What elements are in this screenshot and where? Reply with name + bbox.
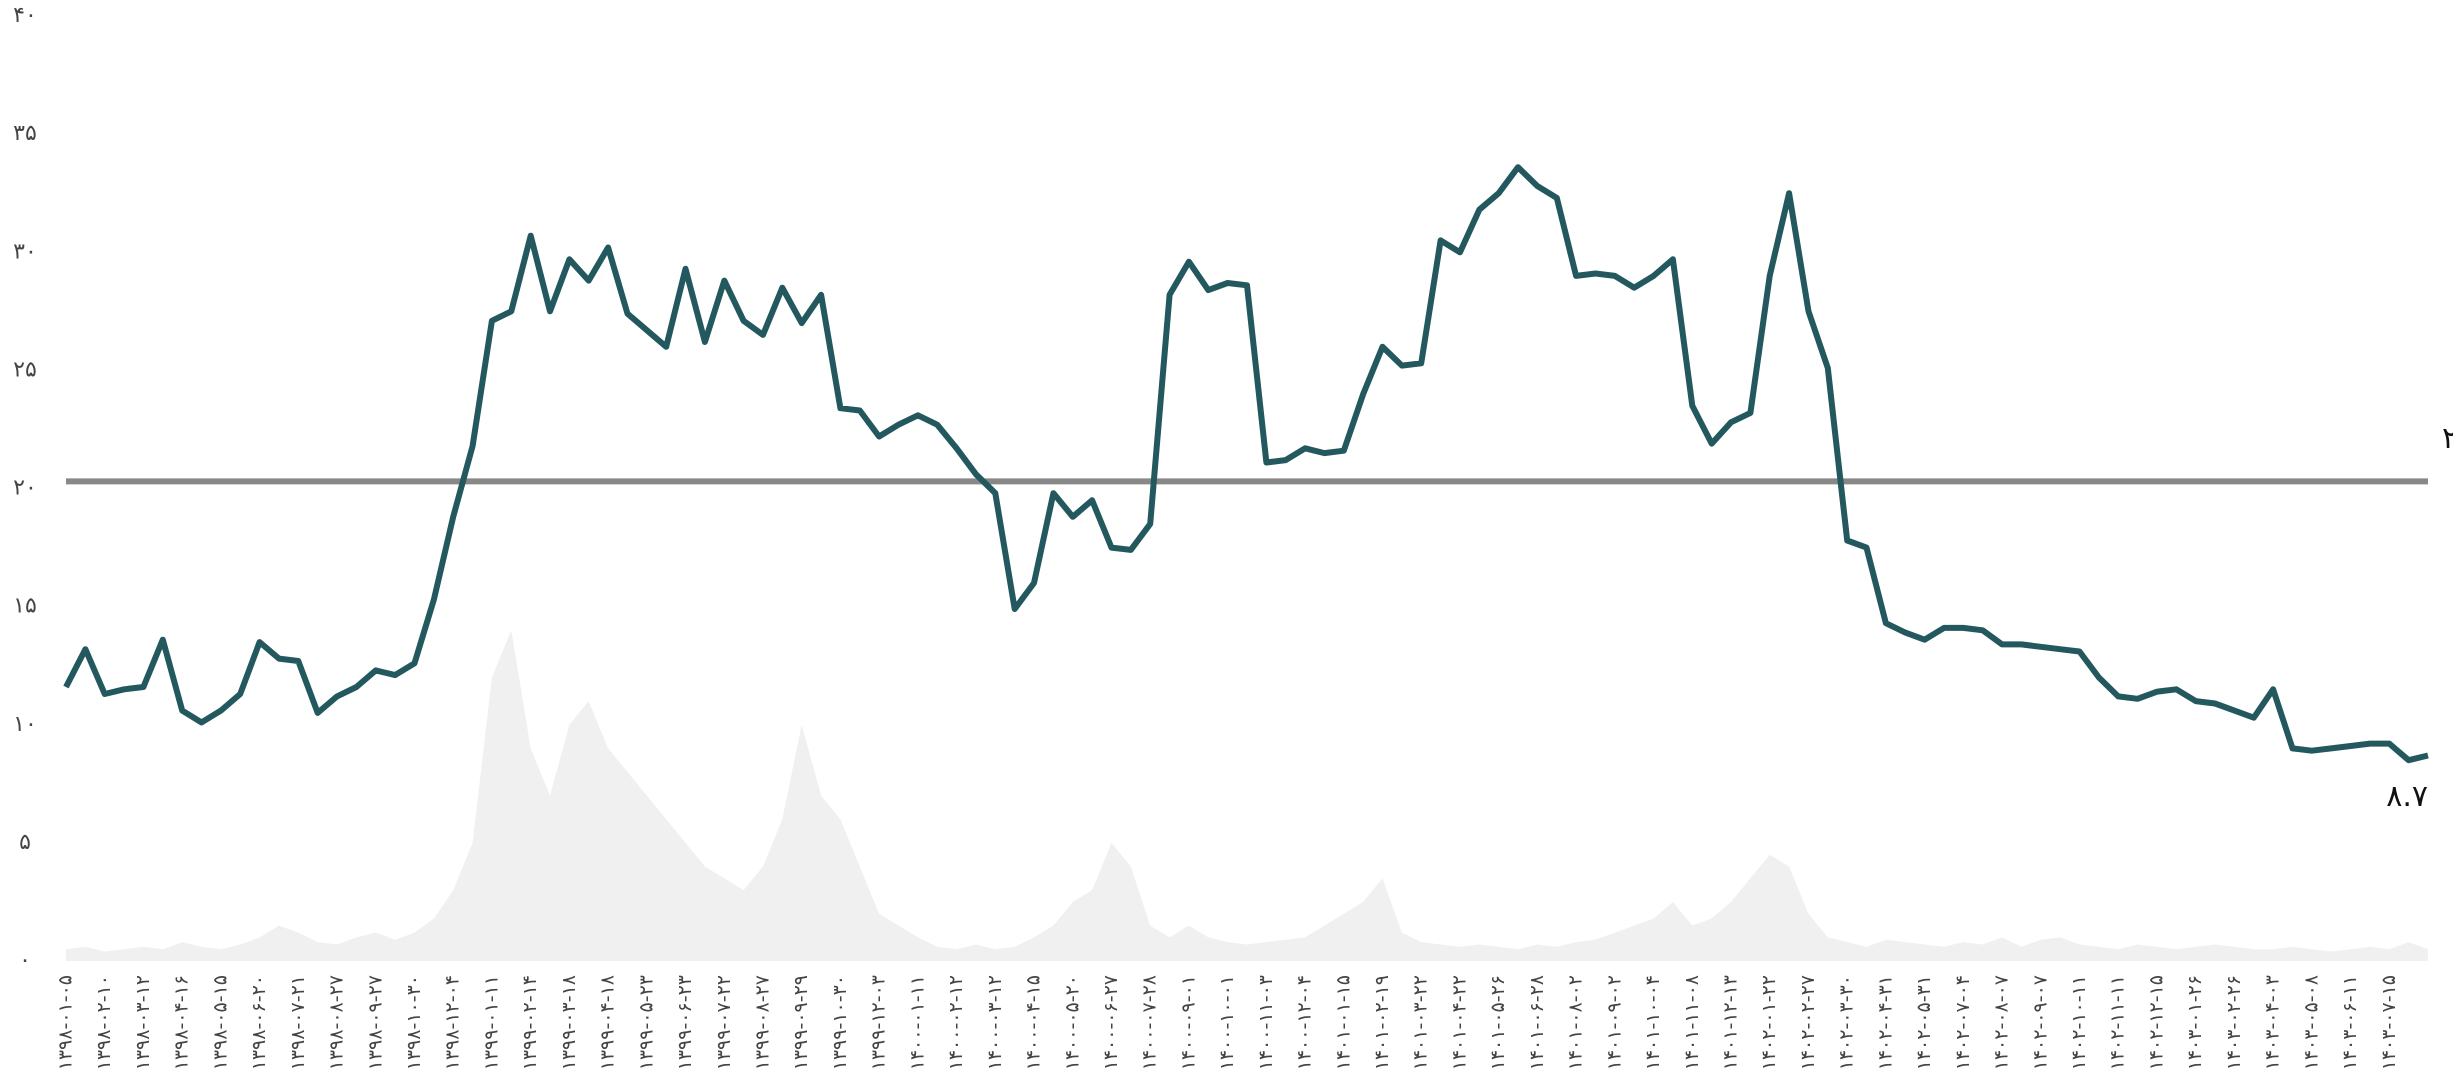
x-tick-label: ۱۴۰۳-۰۱-۲۶	[2184, 975, 2206, 1070]
x-tick-label: ۱۴۰۲-۱۲-۱۵	[2145, 975, 2167, 1070]
x-tick-label: ۱۴۰۲-۰۷-۰۴	[1952, 975, 1974, 1070]
x-tick-label: ۱۴۰۰-۰۹-۰۱	[1177, 975, 1199, 1070]
y-tick-label: ۲۵	[13, 357, 37, 382]
y-tick-label: ۱۵	[13, 594, 37, 619]
x-tick-label: ۱۴۰۱-۰۳-۲۲	[1410, 975, 1432, 1070]
x-tick-label: ۱۴۰۰-۱۰-۰۱	[1216, 975, 1238, 1070]
x-tick-label: ۱۳۹۹-۰۷-۲۲	[713, 975, 735, 1070]
x-tick-label: ۱۳۹۸-۰۵-۱۵	[209, 975, 231, 1070]
x-tick-label: ۱۳۹۸-۰۳-۱۲	[132, 975, 154, 1070]
x-tick-label: ۱۳۹۸-۰۷-۲۱	[287, 975, 309, 1070]
x-tick-label: ۱۴۰۰-۰۳-۱۲	[984, 975, 1006, 1070]
y-tick-label: ۰	[19, 948, 31, 973]
x-tick-label: ۱۴۰۰-۰۲-۱۲	[945, 975, 967, 1070]
x-tick-label: ۱۴۰۲-۱۱-۱۱	[2107, 975, 2129, 1070]
x-tick-label: ۱۴۰۰-۰۷-۲۸	[1139, 975, 1161, 1070]
x-tick-label: ۱۴۰۲-۰۴-۳۱	[1874, 975, 1896, 1070]
volume-area	[66, 630, 2428, 961]
x-tick-label: ۱۳۹۹-۱۲-۰۳	[868, 975, 890, 1070]
x-tick-label: ۱۴۰۱-۱۲-۱۳	[1720, 975, 1742, 1070]
x-tick-label: ۱۴۰۰-۱۲-۰۴	[1294, 975, 1316, 1070]
x-tick-label: ۱۳۹۸-۰۹-۲۷	[364, 975, 386, 1070]
x-tick-label: ۱۴۰۱-۰۲-۱۹	[1371, 975, 1393, 1070]
x-tick-label: ۱۳۹۸-۱۰-۳۰	[403, 975, 425, 1070]
x-tick-label: ۱۴۰۲-۱۰-۱۱	[2068, 975, 2090, 1070]
x-tick-label: ۱۴۰۲-۰۱-۲۲	[1758, 975, 1780, 1070]
x-tick-label: ۱۳۹۹-۰۲-۱۴	[519, 975, 541, 1070]
x-tick-label: ۱۴۰۰-۰۶-۲۷	[1100, 975, 1122, 1070]
x-tick-label: ۱۴۰۱-۰۶-۲۸	[1526, 975, 1548, 1070]
x-tick-label: ۱۴۰۰-۰۱-۱۱	[906, 975, 928, 1070]
x-tick-label: ۱۴۰۳-۰۲-۲۶	[2223, 975, 2245, 1070]
x-tick-label: ۱۴۰۳-۰۷-۱۵	[2378, 975, 2400, 1070]
y-tick-label: ۳۰	[13, 239, 37, 264]
x-tick-label: ۱۳۹۹-۰۳-۱۸	[558, 975, 580, 1070]
y-tick-label: ۵	[19, 830, 31, 855]
x-tick-label: ۱۴۰۲-۰۹-۰۷	[2029, 975, 2051, 1070]
x-tick-label: ۱۴۰۲-۰۵-۳۱	[1913, 975, 1935, 1070]
x-tick-label: ۱۴۰۱-۰۴-۲۲	[1448, 975, 1470, 1070]
x-tick-label: ۱۴۰۰-۱۱-۰۳	[1255, 975, 1277, 1070]
x-tick-label: ۱۳۹۸-۱۲-۰۴	[442, 975, 464, 1070]
x-tick-label: ۱۳۹۸-۰۱-۰۵	[55, 975, 77, 1070]
x-tick-label: ۱۴۰۱-۰۸-۰۲	[1565, 975, 1587, 1070]
x-tick-label: ۱۳۹۸-۰۶-۲۰	[248, 975, 270, 1070]
x-tick-label: ۱۳۹۸-۰۸-۲۷	[326, 975, 348, 1070]
y-tick-label: ۲۰	[13, 476, 37, 501]
x-tick-label: ۱۴۰۲-۰۲-۲۷	[1797, 975, 1819, 1070]
x-tick-label: ۱۴۰۱-۰۱-۱۵	[1332, 975, 1354, 1070]
x-tick-label: ۱۴۰۳-۰۴-۰۳	[2262, 975, 2284, 1070]
x-tick-label: ۱۴۰۱-۰۵-۲۶	[1487, 975, 1509, 1070]
x-tick-label: ۱۳۹۹-۰۱-۱۱	[480, 975, 502, 1070]
x-tick-label: ۱۳۹۹-۰۹-۲۹	[790, 975, 812, 1070]
x-tick-label: ۱۴۰۱-۱۰-۰۴	[1642, 975, 1664, 1070]
x-tick-label: ۱۳۹۹-۰۶-۲۳	[674, 975, 696, 1070]
x-tick-label: ۱۴۰۱-۱۱-۰۸	[1681, 975, 1703, 1070]
x-tick-label: ۱۳۹۸-۰۴-۱۶	[171, 975, 193, 1070]
x-tick-label: ۱۳۹۹-۰۵-۲۳	[635, 975, 657, 1070]
average-label: میانگین : ۲۰.۳	[2442, 421, 2453, 456]
y-tick-label: ۱۰	[13, 712, 37, 737]
x-tick-label: ۱۴۰۱-۰۹-۰۲	[1603, 975, 1625, 1070]
x-tick-label: ۱۴۰۳-۰۶-۱۱	[2339, 975, 2361, 1070]
x-tick-label: ۱۳۹۹-۰۸-۲۷	[751, 975, 773, 1070]
y-tick-label: ۴۰	[13, 3, 37, 28]
x-tick-label: ۱۴۰۰-۰۴-۱۵	[1023, 975, 1045, 1070]
x-tick-label: ۱۳۹۹-۰۴-۱۸	[597, 975, 619, 1070]
x-tick-label: ۱۴۰۳-۰۵-۰۸	[2300, 975, 2322, 1070]
last-value-label: ۸.۷	[2386, 779, 2428, 814]
y-tick-label: ۳۵	[13, 121, 37, 146]
x-tick-label: ۱۴۰۲-۰۳-۳۰	[1836, 975, 1858, 1070]
x-tick-label: ۱۴۰۲-۰۸-۰۷	[1991, 975, 2013, 1070]
x-tick-label: ۱۳۹۸-۰۲-۱۰	[93, 975, 115, 1070]
x-tick-label: ۱۳۹۹-۱۰-۳۰	[829, 975, 851, 1070]
price-line	[63, 164, 2429, 764]
x-tick-label: ۱۴۰۰-۰۵-۲۰	[1061, 975, 1083, 1070]
